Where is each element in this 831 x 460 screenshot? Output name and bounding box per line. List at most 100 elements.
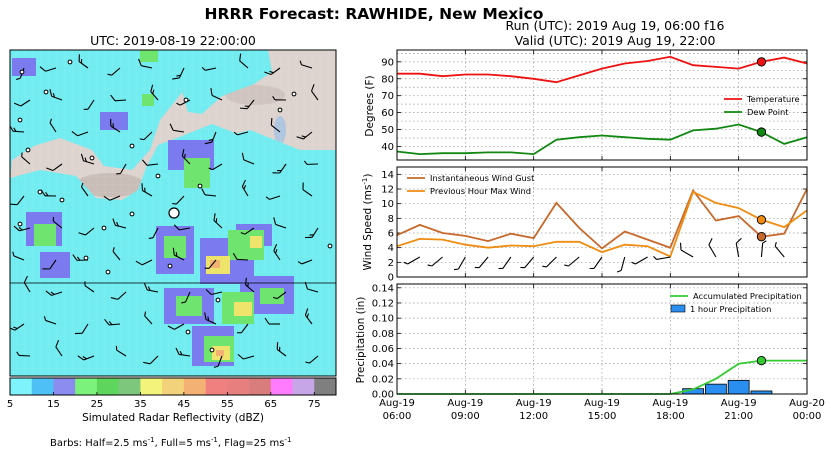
map-barb	[115, 345, 127, 357]
colorbar-swatch	[118, 378, 141, 395]
barb-half	[564, 264, 569, 267]
map-barb	[201, 66, 217, 71]
map-barb	[46, 163, 63, 171]
barb-full	[141, 183, 144, 191]
maxwind-line	[396, 190, 808, 258]
map-panel	[9, 49, 337, 377]
map-barb	[264, 317, 280, 325]
y-tick-label: 4	[388, 243, 394, 254]
barb-full	[304, 236, 313, 239]
barb-staff	[20, 99, 31, 107]
map-barb	[12, 251, 25, 261]
map-barb	[148, 227, 159, 239]
gust-line	[396, 188, 808, 250]
map-barb	[173, 224, 191, 231]
wind-barb	[760, 240, 767, 258]
map-barb	[110, 291, 127, 300]
station-dot	[155, 173, 161, 179]
barb-staff	[205, 194, 217, 197]
station-dot	[291, 91, 297, 97]
map-barb	[201, 188, 217, 197]
station-dot	[59, 197, 65, 203]
barb-full	[45, 290, 52, 296]
station-dot	[83, 255, 89, 261]
barb-staff	[51, 95, 63, 101]
map-barb	[39, 66, 57, 72]
map-barb	[205, 289, 223, 296]
panel-frame	[396, 49, 808, 161]
map-barb	[167, 323, 185, 330]
map-barb	[42, 259, 57, 270]
barb-staff	[243, 159, 255, 165]
barb-staff	[680, 249, 694, 258]
barb-half	[144, 311, 147, 316]
barb-staff	[311, 90, 319, 101]
map-barb	[81, 182, 89, 197]
wind-barb	[631, 256, 648, 265]
barb-staff	[23, 282, 31, 293]
barb-full	[39, 66, 46, 72]
barb-full	[210, 88, 213, 96]
barb-staff	[117, 291, 127, 300]
barb-full	[172, 247, 175, 256]
map-barb	[311, 84, 319, 101]
map-barb	[10, 323, 25, 331]
map-barb	[232, 252, 249, 261]
barb-staff	[78, 61, 89, 69]
wind-barb	[427, 256, 443, 267]
barb-staff	[142, 190, 153, 197]
y-tick-label: 0.10	[372, 314, 394, 325]
barb-full	[241, 179, 246, 187]
barb-half	[498, 267, 503, 270]
legend-hourly-label: 1 hour Precipitation	[690, 304, 771, 314]
barb-staff	[144, 315, 153, 325]
run-line: Run (UTC): 2019 Aug 19, 06:00 f16	[506, 18, 725, 33]
barb-full	[173, 224, 180, 231]
station-dot	[105, 269, 111, 275]
barb-full	[55, 340, 60, 348]
barb-half	[176, 74, 181, 77]
barb-full	[13, 225, 20, 232]
x-tick-label-date: Aug-20	[789, 398, 825, 409]
barb-half	[183, 153, 186, 159]
barb-staff	[55, 346, 63, 357]
barb-full	[205, 289, 212, 295]
barb-staff	[311, 227, 319, 238]
barb-staff	[108, 323, 121, 326]
barb-full	[302, 182, 304, 190]
barb-staff	[524, 256, 535, 269]
barb-full	[311, 84, 315, 92]
map-barb	[304, 308, 313, 325]
map-barb	[55, 340, 63, 357]
y-tick-label: 50	[381, 125, 394, 136]
map-barb	[103, 195, 121, 201]
barb-half	[520, 266, 525, 269]
colorbar-swatch	[270, 378, 293, 395]
x-tick-label-date: Aug-19	[379, 398, 415, 409]
y-tick-label: 40	[381, 142, 394, 153]
barb-half	[45, 192, 49, 197]
barb-staff	[276, 291, 287, 300]
barb-staff	[546, 256, 557, 268]
barb-staff	[620, 256, 626, 271]
y-tick-label: 8	[388, 214, 394, 225]
barb-half	[21, 152, 23, 157]
barb-half	[305, 361, 310, 364]
barbs-note: Barbs: Half=2.5 ms-1, Full=5 ms-1, Flag=…	[50, 436, 291, 449]
barb-half	[181, 301, 186, 304]
map-barb	[107, 67, 121, 76]
barb-staff	[180, 99, 191, 106]
map-barb	[233, 131, 249, 136]
wind-panel: 0 2 4 6 8 10 12 14 Instantaneous Wind Gust Previo…	[381, 166, 808, 284]
barb-staff	[301, 259, 313, 265]
barb-staff	[143, 131, 153, 141]
barb-half	[13, 326, 18, 329]
map-barb	[181, 291, 191, 304]
barb-staff	[52, 220, 63, 229]
station-dot	[89, 155, 95, 161]
dewpoint-marker	[756, 127, 767, 137]
barb-staff	[110, 125, 121, 133]
map-barb	[78, 54, 89, 69]
barb-half	[80, 58, 83, 64]
barb-half	[116, 172, 121, 175]
